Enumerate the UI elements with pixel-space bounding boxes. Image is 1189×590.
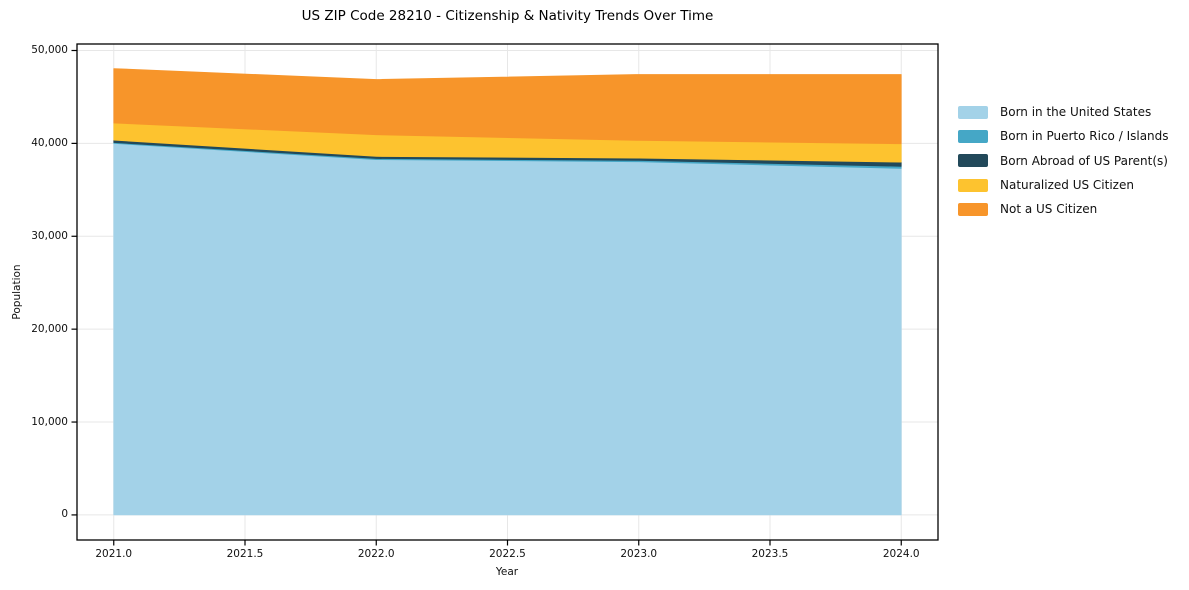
- y-tick-label: 50,000: [31, 44, 68, 56]
- legend-swatch: [958, 129, 988, 143]
- x-tick-label: 2023.5: [751, 548, 789, 560]
- x-tick-label: 2021.0: [95, 548, 133, 560]
- x-tick-label: 2024.0: [882, 548, 920, 560]
- legend-swatch: [958, 202, 988, 216]
- chart-title: US ZIP Code 28210 - Citizenship & Nativi…: [301, 8, 714, 24]
- legend-item: Born Abroad of US Parent(s): [958, 149, 1169, 173]
- legend-label: Born in the United States: [1000, 105, 1152, 120]
- y-axis-label: Population: [11, 264, 23, 320]
- y-tick-label: 40,000: [31, 136, 68, 149]
- x-tick-label: 2022.5: [489, 548, 526, 560]
- legend-swatch: [958, 105, 988, 119]
- x-tick-label: 2022.0: [357, 548, 395, 560]
- legend-label: Born Abroad of US Parent(s): [1000, 153, 1168, 168]
- legend-swatch: [958, 178, 988, 192]
- legend-swatch: [958, 154, 988, 168]
- x-tick-label: 2021.5: [226, 548, 264, 560]
- x-axis-label: Year: [495, 566, 519, 578]
- legend: Born in the United States Born in Puerto …: [958, 100, 1169, 221]
- x-tick-label: 2023.0: [620, 548, 658, 560]
- legend-label: Born in Puerto Rico / Islands: [1000, 129, 1169, 144]
- legend-label: Not a US Citizen: [1000, 202, 1098, 217]
- legend-label: Naturalized US Citizen: [1000, 178, 1134, 193]
- area-series: [113, 68, 902, 145]
- y-tick-label: 20,000: [31, 322, 68, 335]
- legend-item: Naturalized US Citizen: [958, 173, 1169, 197]
- area-series: [113, 142, 902, 516]
- legend-item: Born in the United States: [958, 100, 1169, 124]
- y-tick-label: 30,000: [31, 229, 68, 242]
- y-tick-label: 0: [61, 508, 68, 521]
- legend-item: Not a US Citizen: [958, 197, 1169, 221]
- y-tick-label: 10,000: [31, 415, 68, 428]
- legend-item: Born in Puerto Rico / Islands: [958, 124, 1169, 148]
